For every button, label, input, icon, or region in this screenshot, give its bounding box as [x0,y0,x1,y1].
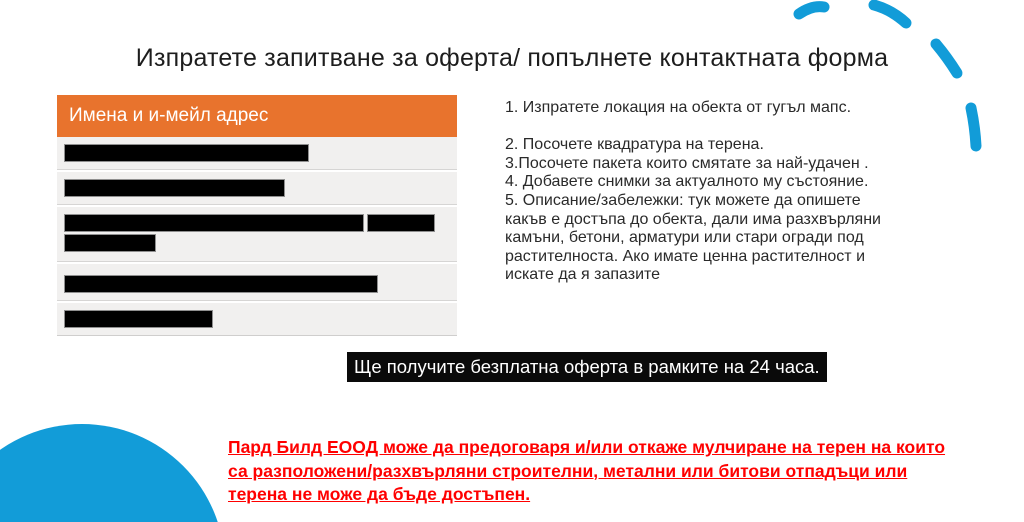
instruction-line: 2. Посочете квадратура на терена. [505,136,764,154]
redacted-entry [64,214,364,232]
page-title: Изпратете запитване за оферта/ попълнете… [135,44,889,72]
blue-circle-decoration [0,424,225,522]
disclaimer-line: са разположени/разхвърляни строителни, м… [228,460,908,481]
redacted-entry [64,144,309,162]
disclaimer-line: терена не може да бъде достъпен. [228,484,531,504]
instruction-line: какъв е достъпа до обекта, дали има разх… [505,210,881,228]
redacted-entry [64,179,285,197]
instruction-line: 5. Описание/забележки: тук можете да опи… [505,191,861,209]
free-offer-banner: Ще получите безплатна оферта в рамките н… [347,352,827,382]
form-row [57,303,457,335]
disclaimer-line: Пард Билд ЕООД може да предоговаря и/или… [228,437,946,457]
instruction-line: 1. Изпратете локация на обекта от гугъл … [505,99,852,116]
instruction-line: 4. Добавете снимки за актуалното му съст… [505,173,869,191]
form-row [57,264,457,301]
redacted-entry [64,234,156,252]
contact-form-preview: Имена и и-мейл адрес [57,95,457,336]
form-row [57,207,457,262]
form-header: Имена и и-мейл адрес [57,95,457,137]
redacted-entry [367,214,435,232]
instruction-line: растителноста. Ако имате ценна растителн… [505,247,866,265]
instructions-list: 1. Изпратете локация на обекта от гугъл … [505,99,935,285]
redacted-entry [64,310,213,328]
instruction-line: 3.Посочете пакета които смятате за най-у… [505,154,869,172]
instruction-line: искате да я запазите [505,266,661,284]
instruction-line [505,118,935,137]
instruction-line: камъни, бетони, арматури или стари оград… [505,229,864,247]
form-row [57,137,457,170]
form-row [57,172,457,205]
redacted-entry [64,275,378,293]
disclaimer-text: Пард Билд ЕООД може да предоговаря и/или… [228,436,945,507]
